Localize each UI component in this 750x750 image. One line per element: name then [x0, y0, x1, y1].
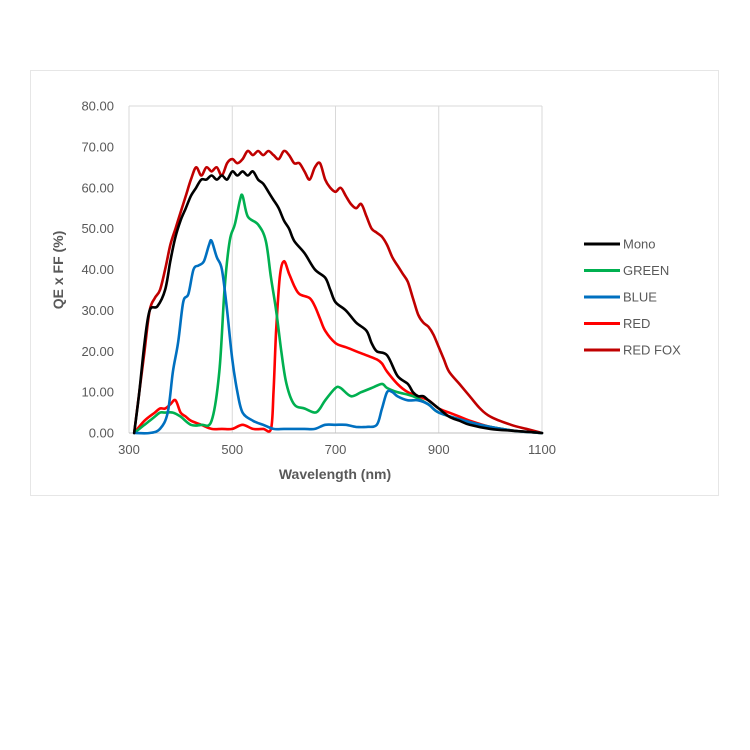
- x-tick-labels: 300 500 700 900 1100: [118, 442, 556, 457]
- y-tick-label-3: 30.00: [81, 303, 114, 318]
- x-tick-label-0: 300: [118, 442, 140, 457]
- x-tick-label-3: 900: [428, 442, 450, 457]
- y-tick-label-2: 20.00: [81, 344, 114, 359]
- x-tick-label-1: 500: [221, 442, 243, 457]
- y-tick-label-4: 40.00: [81, 262, 114, 277]
- legend-label-red-fox: RED FOX: [623, 343, 681, 358]
- y-tick-label-0: 0.00: [89, 426, 114, 441]
- x-tick-label-4: 1100: [528, 442, 556, 457]
- legend-label-green: GREEN: [623, 263, 669, 278]
- legend-label-red: RED: [623, 316, 650, 331]
- series-line-red: [132, 259, 544, 435]
- series-line-red-fox: [132, 149, 544, 435]
- y-tick-label-8: 80.00: [81, 99, 114, 114]
- series-line-blue: [132, 238, 544, 435]
- y-axis-title: QE x FF (%): [50, 231, 66, 310]
- y-tick-label-6: 60.00: [81, 180, 114, 195]
- legend: Mono GREEN BLUE RED RED FOX: [584, 237, 681, 358]
- legend-label-blue: BLUE: [623, 290, 657, 305]
- y-tick-label-5: 50.00: [81, 221, 114, 236]
- series-lines: [132, 149, 544, 435]
- x-axis-title: Wavelength (nm): [279, 466, 391, 482]
- series-line-green: [132, 193, 544, 435]
- series-line-mono: [132, 170, 544, 435]
- y-tick-label-7: 70.00: [81, 139, 114, 154]
- legend-label-mono: Mono: [623, 237, 656, 252]
- y-tick-labels: 0.00 10.00 20.00 30.00 40.00 50.00 60.00 70.00 8…: [81, 99, 114, 441]
- y-tick-label-1: 10.00: [81, 385, 114, 400]
- x-tick-label-2: 700: [325, 442, 347, 457]
- grid-lines: [128, 105, 543, 434]
